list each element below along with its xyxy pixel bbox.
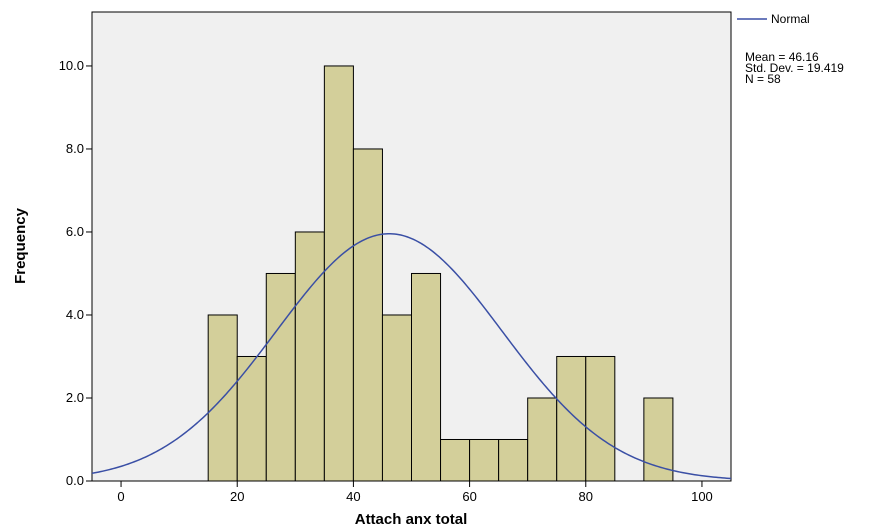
x-tick-label-3: 60 <box>462 489 476 504</box>
x-axis-title: Attach anx total <box>355 511 468 528</box>
histogram-bar-9 <box>469 438 500 482</box>
histogram-bar-11 <box>527 397 558 482</box>
histogram-bar-3 <box>294 231 325 482</box>
x-tick-label-5: 100 <box>691 489 713 504</box>
histogram-bar-8 <box>440 438 471 482</box>
x-axis: 0 20 40 60 80 100 <box>117 481 713 504</box>
histogram-bar-4 <box>323 65 354 482</box>
histogram-bar-13 <box>585 355 616 482</box>
histogram-bars <box>207 65 674 482</box>
stats-std-dev: Std. Dev. = 19.419 <box>745 61 844 75</box>
histogram-bar-2 <box>265 272 296 482</box>
x-tick-label-1: 20 <box>230 489 244 504</box>
x-tick-label-4: 80 <box>579 489 593 504</box>
stats-mean: Mean = 46.16 <box>745 50 819 64</box>
x-tick-label-0: 0 <box>117 489 124 504</box>
normal-curve <box>91 232 732 480</box>
histogram-bar-7 <box>411 272 442 482</box>
y-tick-label-0: 0.0 <box>66 473 84 488</box>
histogram-bar-5 <box>352 148 383 482</box>
legend: Normal <box>737 12 810 26</box>
legend-label-normal: Normal <box>771 12 810 26</box>
histogram-bar-10 <box>498 438 529 482</box>
x-tick-label-2: 40 <box>346 489 360 504</box>
y-axis: 0.0 2.0 4.0 6.0 8.0 10.0 <box>59 58 92 488</box>
stats-box: Mean = 46.16 Std. Dev. = 19.419 N = 58 <box>745 50 844 86</box>
y-tick-label-2: 4.0 <box>66 307 84 322</box>
histogram-bar-6 <box>381 314 413 482</box>
y-axis-title: Frequency <box>12 207 29 284</box>
stats-n: N = 58 <box>745 72 781 86</box>
y-tick-label-4: 8.0 <box>66 141 84 156</box>
y-tick-label-5: 10.0 <box>59 58 84 73</box>
histogram-bar-12 <box>556 355 587 482</box>
y-tick-label-3: 6.0 <box>66 224 84 239</box>
histogram-bar-14 <box>643 397 674 482</box>
histogram-bar-1 <box>236 355 267 482</box>
y-tick-label-1: 2.0 <box>66 390 84 405</box>
